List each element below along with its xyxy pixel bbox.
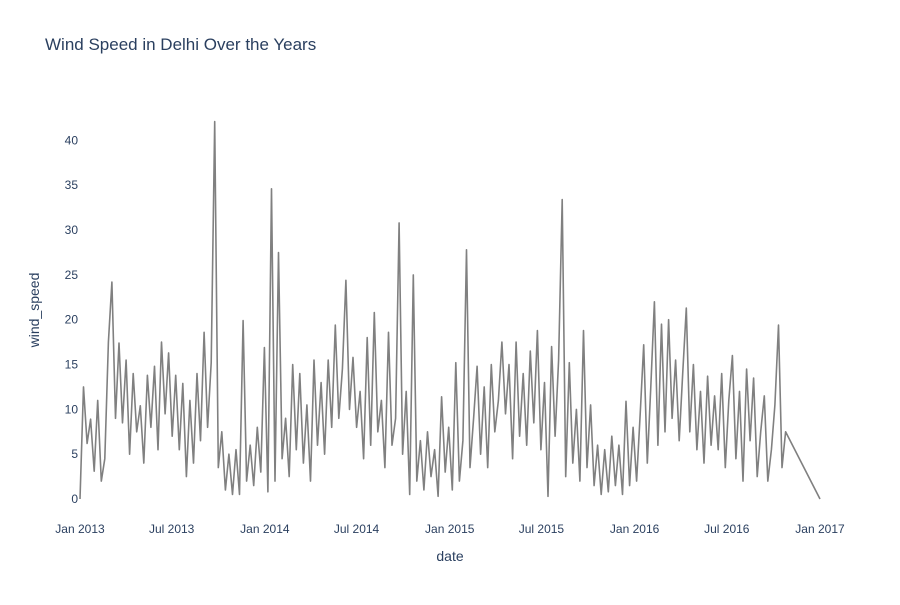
x-tick-label: Jan 2014 (240, 522, 290, 536)
x-tick-label: Jul 2013 (149, 522, 195, 536)
x-tick-label: Jan 2015 (425, 522, 475, 536)
chart-title: Wind Speed in Delhi Over the Years (45, 35, 316, 54)
x-tick-label: Jan 2016 (610, 522, 660, 536)
y-axis-ticks: 0 5 10 15 20 25 30 35 40 (65, 133, 79, 506)
y-tick-label: 25 (65, 268, 79, 282)
x-axis-title: date (436, 548, 463, 564)
y-axis-title: wind_speed (26, 273, 42, 349)
x-tick-label: Jul 2015 (519, 522, 565, 536)
y-tick-label: 30 (65, 223, 79, 237)
series-line-wind-speed (79, 120, 821, 500)
y-tick-label: 10 (65, 402, 79, 416)
y-tick-label: 35 (65, 178, 79, 192)
x-tick-label: Jul 2014 (334, 522, 380, 536)
x-axis-ticks: Jan 2013 Jul 2013 Jan 2014 Jul 2014 Jan 2015… (55, 522, 845, 536)
y-tick-label: 15 (65, 358, 79, 372)
x-tick-label: Jul 2016 (704, 522, 750, 536)
plot-area (79, 120, 821, 500)
y-tick-label: 40 (65, 133, 79, 147)
y-tick-label: 0 (71, 492, 78, 506)
x-tick-label: Jan 2017 (795, 522, 845, 536)
y-tick-label: 5 (71, 447, 78, 461)
y-tick-label: 20 (65, 313, 79, 327)
x-tick-label: Jan 2013 (55, 522, 105, 536)
